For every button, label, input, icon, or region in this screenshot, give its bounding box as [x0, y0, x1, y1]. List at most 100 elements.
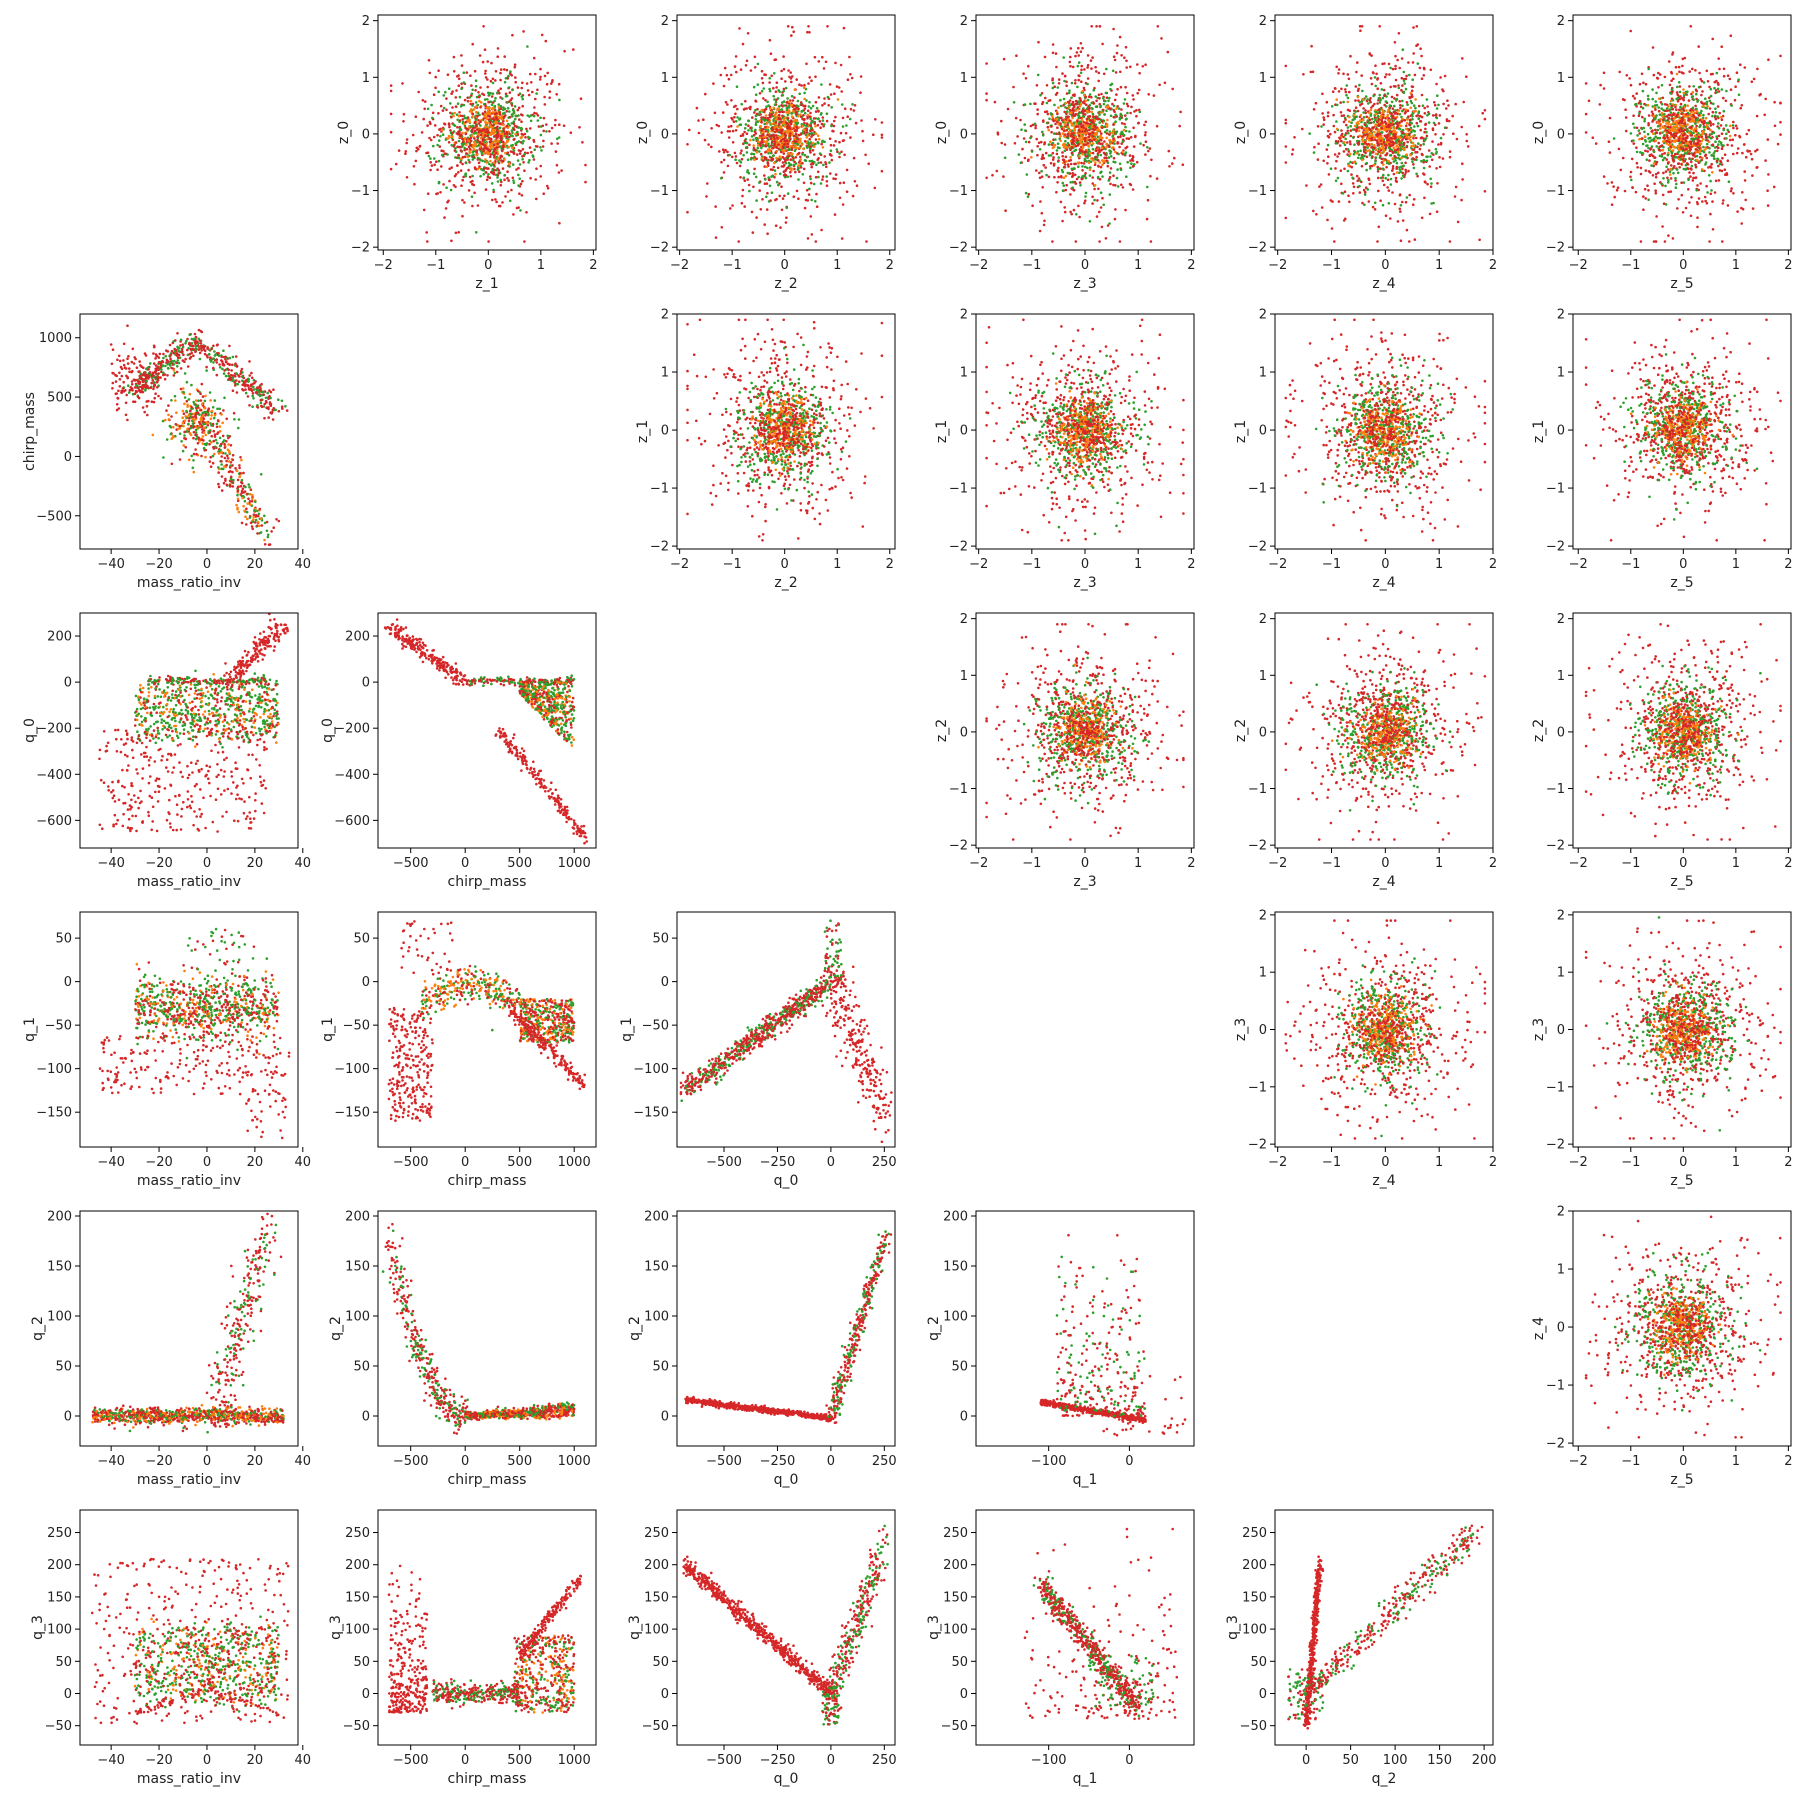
scatter-point	[492, 163, 496, 167]
scatter-point	[1114, 120, 1117, 123]
scatter-point	[1101, 163, 1104, 167]
scatter-point	[778, 194, 781, 198]
scatter-point	[1104, 237, 1108, 240]
scatter-point	[814, 175, 818, 179]
scatter-point	[1337, 140, 1340, 143]
scatter-point	[523, 169, 526, 172]
scatter-point	[793, 139, 796, 143]
scatter-point	[581, 141, 584, 144]
scatter-point	[505, 110, 509, 113]
scatter-point	[1365, 168, 1368, 172]
scatter-point	[722, 84, 726, 88]
scatter-point	[812, 182, 816, 186]
scatter-point	[423, 107, 427, 111]
scatter-point	[485, 161, 489, 164]
scatter-point	[1368, 121, 1371, 125]
scatter-point	[786, 117, 790, 120]
scatter-point	[1071, 107, 1075, 110]
scatter-point	[1105, 123, 1109, 126]
scatter-point	[849, 73, 852, 76]
scatter-point	[1419, 47, 1422, 50]
scatter-point	[1091, 134, 1095, 138]
scatter-point	[828, 161, 831, 164]
scatter-point	[433, 157, 436, 160]
scatter-point	[1087, 107, 1091, 111]
scatter-point	[493, 99, 497, 103]
scatter-point	[1080, 80, 1083, 83]
scatter-point	[1367, 102, 1370, 105]
scatter-point	[790, 34, 793, 37]
scatter-point	[764, 178, 767, 181]
scatter-point	[510, 74, 513, 77]
scatter-point	[1092, 88, 1095, 92]
scatter-point	[1114, 150, 1117, 154]
scatter-point	[764, 150, 767, 154]
scatter-point	[1351, 176, 1354, 180]
scatter-point	[1049, 161, 1053, 165]
scatter-point	[447, 134, 451, 138]
scatter-point	[754, 118, 758, 121]
scatter-point	[784, 86, 788, 90]
scatter-point	[1080, 177, 1084, 181]
scatter-point	[496, 47, 500, 50]
scatter-point	[810, 79, 813, 82]
scatter-point	[478, 147, 482, 151]
scatter-point	[759, 208, 763, 211]
scatter-point	[754, 121, 758, 124]
scatter-point	[770, 144, 773, 147]
scatter-point	[720, 176, 723, 180]
scatter-point	[503, 80, 507, 84]
scatter-point	[793, 124, 796, 128]
scatter-point	[851, 194, 855, 198]
scatter-point	[1399, 104, 1402, 107]
scatter-point	[475, 150, 478, 154]
scatter-point	[1403, 148, 1406, 151]
scatter-point	[1080, 122, 1083, 126]
scatter-point	[535, 92, 538, 95]
scatter-point	[1055, 149, 1059, 152]
scatter-point	[1368, 149, 1371, 152]
scatter-point	[1055, 190, 1058, 194]
scatter-point	[1094, 155, 1097, 159]
x-tick-label: 1	[1134, 258, 1142, 273]
scatter-point	[517, 184, 520, 187]
scatter-point	[702, 118, 705, 121]
scatter-point	[1076, 119, 1079, 123]
scatter-point	[806, 109, 810, 113]
scatter-point	[518, 92, 522, 95]
scatter-point	[1377, 189, 1380, 193]
scatter-point	[501, 159, 505, 163]
scatter-point	[1075, 177, 1079, 181]
scatter-points	[985, 25, 1185, 243]
scatter-point	[814, 100, 818, 104]
scatter-point	[779, 145, 782, 149]
scatter-point	[1370, 106, 1373, 109]
scatter-point	[1179, 110, 1182, 114]
scatter-point	[1312, 108, 1316, 111]
scatter-point	[510, 113, 514, 116]
scatter-point	[1445, 119, 1449, 123]
scatter-point	[489, 143, 493, 146]
scatter-point	[1411, 117, 1414, 121]
scatter-point	[457, 156, 461, 160]
scatter-point	[820, 142, 823, 146]
scatter-point	[752, 85, 756, 89]
scatter-point	[521, 97, 524, 101]
scatter-point	[1364, 95, 1368, 98]
scatter-point	[455, 113, 459, 116]
scatter-point	[995, 169, 999, 173]
scatter-point	[812, 117, 816, 120]
scatter-point	[772, 154, 775, 157]
scatter-point	[729, 207, 732, 210]
scatter-point	[1316, 158, 1320, 161]
scatter-point	[507, 122, 510, 126]
scatter-point	[1376, 170, 1380, 173]
scatter-point	[1047, 175, 1051, 179]
scatter-point	[1391, 169, 1394, 172]
scatter-point	[451, 135, 454, 138]
scatter-point	[733, 115, 736, 119]
scatter-point	[479, 120, 482, 123]
scatter-point	[508, 165, 512, 168]
scatter-point	[1477, 124, 1481, 128]
